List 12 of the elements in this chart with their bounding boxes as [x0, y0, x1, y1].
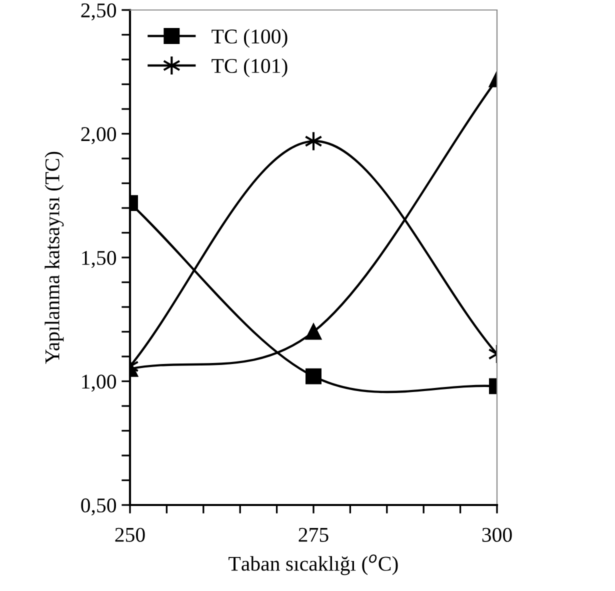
y-tick-label: 1,50 — [82, 250, 116, 268]
x-tick-label: 250 — [115, 528, 145, 542]
legend-label: TC (100) — [212, 28, 288, 48]
x-tick-label: 275 — [298, 528, 328, 542]
x-axis-title: Taban sıcaklığı ($^{o}$C) — [228, 554, 398, 576]
y-tick-label: 0,50 — [81, 498, 116, 516]
y-tick-label: 1,00 — [82, 374, 116, 392]
x-tick-label: 300 — [482, 528, 512, 542]
y-tick-label: 2,00 — [81, 127, 116, 144]
y-axis-title: Yapılanma katsayısı (TC) — [44, 152, 64, 364]
y-tick-label: 2,50 — [81, 3, 116, 20]
legend-label: TC (101) — [212, 58, 288, 78]
